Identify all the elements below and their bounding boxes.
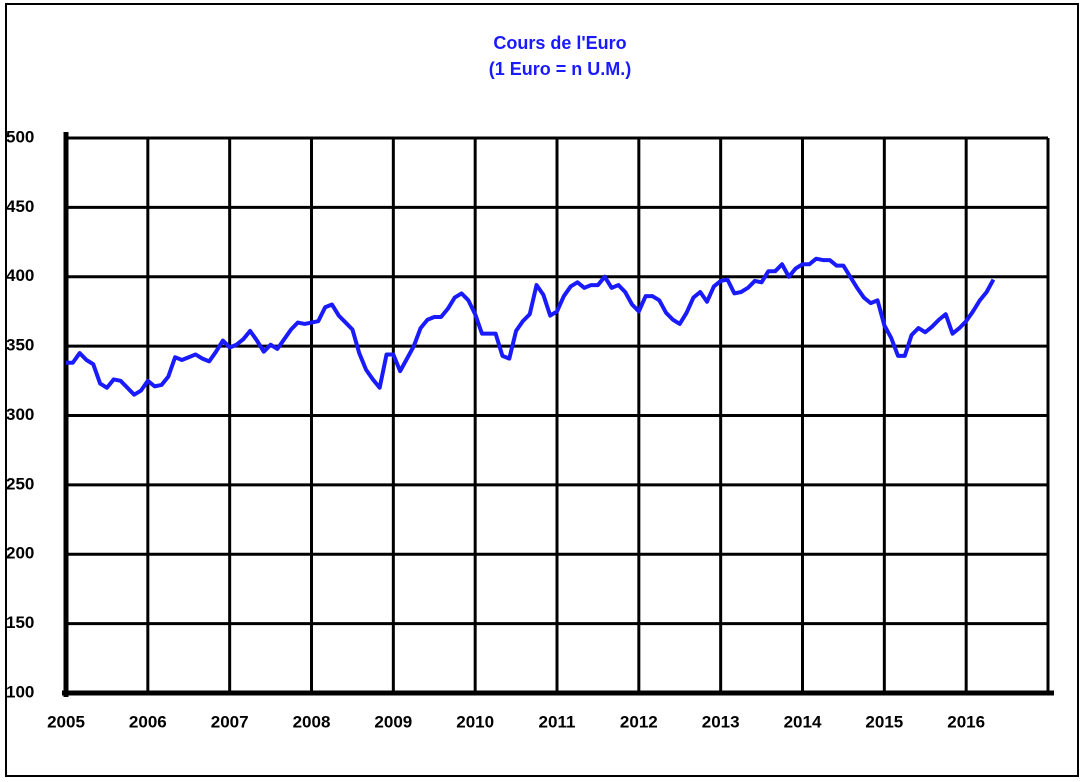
y-tick-label: 450	[6, 197, 34, 216]
chart-subtitle: (1 Euro = n U.M.)	[489, 59, 632, 79]
x-tick-label: 2016	[947, 712, 985, 731]
x-tick-label: 2006	[129, 712, 167, 731]
y-tick-label: 350	[6, 336, 34, 355]
y-tick-label: 300	[6, 405, 34, 424]
y-tick-label: 250	[6, 474, 34, 493]
x-tick-label: 2009	[374, 712, 412, 731]
x-tick-label: 2010	[456, 712, 494, 731]
x-tick-label: 2013	[702, 712, 740, 731]
y-tick-label: 500	[6, 127, 34, 146]
x-tick-label: 2007	[211, 712, 249, 731]
x-tick-label: 2008	[293, 712, 331, 731]
frame	[5, 3, 1079, 777]
x-tick-label: 2014	[784, 712, 822, 731]
y-tick-label: 400	[6, 266, 34, 285]
x-tick-label: 2012	[620, 712, 658, 731]
y-tick-label: 100	[6, 682, 34, 701]
x-tick-label: 2011	[539, 712, 576, 731]
y-tick-label: 150	[6, 613, 34, 632]
data-line	[66, 256, 996, 397]
chart-title: Cours de l'Euro	[493, 33, 626, 53]
x-tick-label: 2015	[865, 712, 903, 731]
x-tick-label: 2005	[47, 712, 85, 731]
y-tick-label: 200	[6, 544, 34, 563]
